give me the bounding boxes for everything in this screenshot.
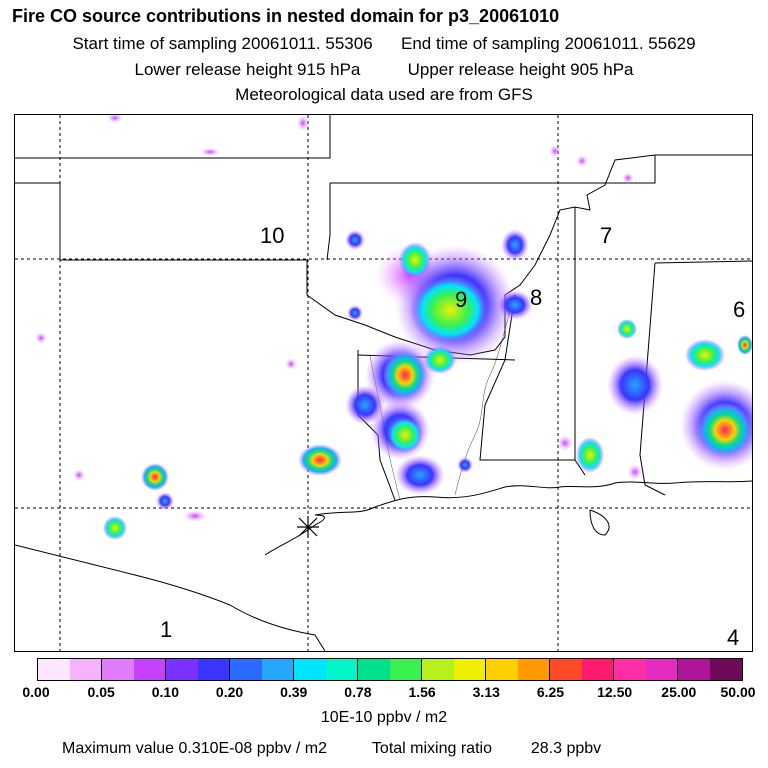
region-label-4: 4 (727, 625, 739, 650)
colorbar (37, 658, 743, 681)
release-heights: Lower release height 915 hPa Upper relea… (0, 60, 768, 80)
colorbar-tick-label: 0.05 (87, 684, 115, 700)
colorbar-tick-label: 0.20 (215, 684, 244, 700)
colorbar-tick-label: 0.78 (344, 684, 372, 700)
colorbar-tick-label: 0.39 (280, 684, 308, 700)
colorbar-segment (166, 659, 198, 680)
region-label-10: 10 (260, 223, 284, 248)
co-plume-field (35, 113, 768, 540)
coastline (14, 480, 753, 652)
colorbar-tick-label: 50.00 (720, 684, 756, 700)
region-label-6: 6 (733, 297, 745, 322)
colorbar-segment (614, 659, 646, 680)
colorbar-segment (38, 659, 70, 680)
colorbar-tick-label: 12.50 (597, 684, 633, 700)
region-label-1: 1 (160, 617, 172, 642)
colorbar-segment (198, 659, 230, 680)
colorbar-segment (262, 659, 294, 680)
colorbar-segment (710, 659, 742, 680)
colorbar-segment (70, 659, 102, 680)
release-site-marker (297, 516, 319, 538)
colorbar-segment (518, 659, 550, 680)
colorbar-segment (550, 659, 582, 680)
colorbar-tick-label: 1.56 (408, 684, 436, 700)
end-time: End time of sampling 20061011. 55629 (401, 34, 696, 53)
region-label-7: 7 (600, 223, 612, 248)
colorbar-units: 10E-10 ppbv / m2 (320, 709, 448, 726)
region-label-9: 9 (455, 287, 467, 312)
max-value: Maximum value 0.310E-08 ppbv / m2 (62, 740, 328, 757)
colorbar-segment (678, 659, 710, 680)
colorbar-segment (294, 659, 326, 680)
colorbar-segment (134, 659, 166, 680)
colorbar-segment (486, 659, 518, 680)
colorbar-segment (358, 659, 390, 680)
colorbar-tick-label: 0.00 (22, 684, 50, 700)
footer-stats: Maximum value 0.310E-08 ppbv / m2 Total … (62, 740, 601, 758)
map-svg: 10 7 9 8 6 1 4 (14, 113, 768, 652)
met-data-note: Meteorological data used are from GFS (235, 85, 533, 104)
colorbar-tick-label: 6.25 (536, 684, 565, 700)
start-time: Start time of sampling 20061011. 55306 (72, 34, 373, 53)
colorbar-tick-label: 25.00 (661, 684, 697, 700)
colorbar-ticks: 0.00 0.05 0.10 0.20 0.39 0.78 1.56 3.13 6.25 12.5… (0, 684, 768, 704)
upper-release-height: Upper release height 905 hPa (407, 60, 634, 79)
chart-title: Fire CO source contributions in nested d… (12, 6, 560, 26)
total-mixing-ratio-value: 28.3 ppbv (530, 740, 602, 757)
total-mixing-ratio-label: Total mixing ratio (371, 740, 492, 757)
colorbar-segment (326, 659, 358, 680)
colorbar-tick-label: 3.13 (472, 684, 500, 700)
colorbar-segment (422, 659, 454, 680)
sampling-times: Start time of sampling 20061011. 55306 E… (0, 34, 768, 54)
colorbar-segment (102, 659, 134, 680)
map-panel: 10 7 9 8 6 1 4 (14, 113, 768, 652)
region-label-8: 8 (530, 285, 542, 310)
colorbar-segment (582, 659, 614, 680)
lower-release-height: Lower release height 915 hPa (134, 60, 361, 79)
region-labels: 10 7 9 8 6 1 4 (160, 223, 745, 650)
colorbar-tick-label: 0.10 (151, 684, 179, 700)
colorbar-segment (390, 659, 422, 680)
colorbar-segment (230, 659, 262, 680)
colorbar-segment (646, 659, 678, 680)
colorbar-segment (454, 659, 486, 680)
